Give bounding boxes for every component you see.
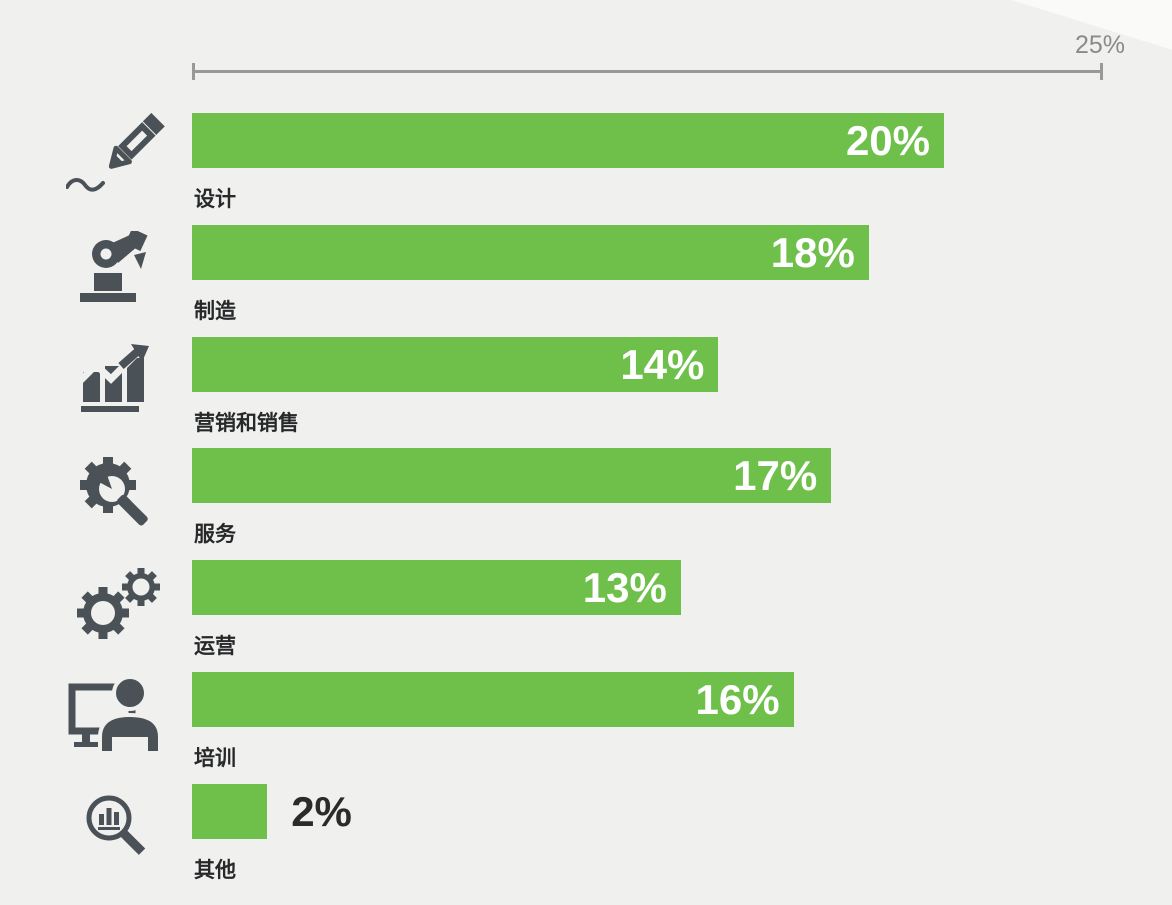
bar-3: 14% — [192, 337, 719, 392]
pencil-icon — [56, 107, 176, 203]
bar-value-label: 14% — [620, 341, 705, 388]
magnifier-chart-icon — [56, 778, 176, 874]
bar-value-label: 2% — [291, 788, 352, 835]
bar-value-label: 18% — [770, 229, 855, 276]
axis-tick-end — [1100, 63, 1103, 80]
gears-icon — [56, 554, 176, 650]
bar-5: 13% — [192, 560, 681, 615]
bar-value-label: 16% — [695, 676, 780, 723]
category-label: 服务 — [194, 523, 236, 546]
bar-value-label: 20% — [845, 117, 930, 164]
bar-6: 16% — [192, 672, 794, 727]
category-label: 营销和销售 — [194, 412, 299, 435]
axis-max-label: 25% — [1074, 31, 1125, 59]
axis-tick-start — [192, 63, 195, 80]
robot-arm-icon — [56, 219, 176, 315]
axis-line — [192, 63, 1103, 80]
trainee-computer-icon — [56, 666, 176, 762]
bar-4: 17% — [192, 448, 832, 503]
category-label: 设计 — [194, 188, 236, 211]
bar-1: 20% — [192, 113, 944, 168]
growth-chart-icon — [56, 331, 176, 427]
bar-value-label: 17% — [733, 452, 818, 499]
bar-7 — [192, 784, 268, 839]
category-label: 制造 — [194, 300, 236, 323]
gear-wrench-icon — [56, 442, 176, 538]
category-label: 其他 — [194, 859, 236, 882]
category-label: 运营 — [194, 635, 236, 658]
bar-2: 18% — [192, 225, 869, 280]
bar-value-label: 13% — [582, 564, 667, 611]
category-label: 培训 — [194, 747, 236, 770]
